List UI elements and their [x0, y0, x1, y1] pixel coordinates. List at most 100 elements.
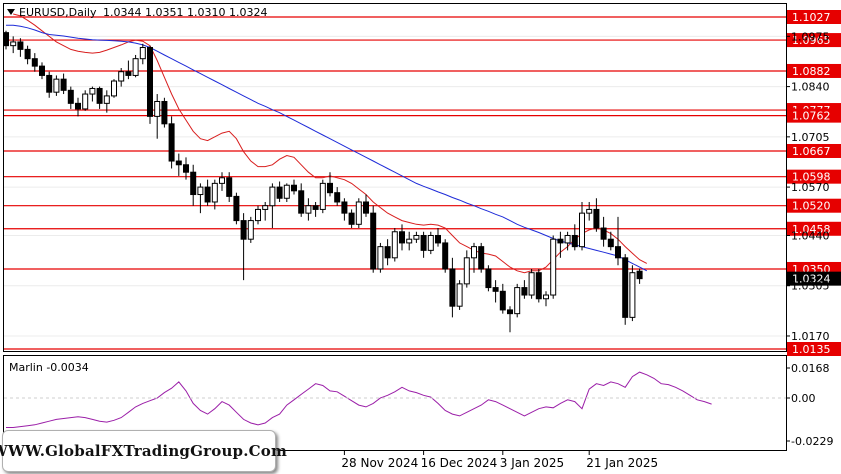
candle[interactable] [528, 268, 535, 299]
candle[interactable] [312, 201, 319, 217]
candle[interactable] [233, 192, 240, 225]
candle[interactable] [262, 201, 269, 221]
candle[interactable] [132, 54, 139, 78]
candle[interactable] [283, 183, 290, 202]
collapse-triangle-icon[interactable] [7, 9, 15, 15]
candle[interactable] [118, 67, 125, 87]
candle[interactable] [348, 209, 355, 229]
candle[interactable] [622, 254, 629, 325]
indicator-title: Marlin -0.0034 [9, 361, 89, 374]
candle[interactable] [111, 79, 117, 98]
candle[interactable] [327, 172, 333, 197]
level-price-tag [787, 108, 841, 123]
candle[interactable] [507, 306, 513, 333]
candle[interactable] [543, 291, 549, 307]
candle[interactable] [183, 157, 189, 180]
candle[interactable] [139, 43, 146, 65]
resistance-support-levels: 1.10271.09651.08821.07771.07621.06671.05… [4, 10, 841, 356]
candle[interactable] [456, 280, 463, 310]
candle[interactable] [211, 179, 218, 210]
candle[interactable] [204, 179, 211, 206]
candle[interactable] [521, 280, 528, 299]
candle[interactable] [629, 265, 636, 322]
candle[interactable] [564, 231, 571, 251]
candle[interactable] [291, 179, 297, 195]
price-panel[interactable] [3, 3, 787, 352]
candle[interactable] [600, 216, 607, 247]
candle[interactable] [478, 242, 485, 273]
candle[interactable] [175, 153, 182, 176]
candle[interactable] [442, 239, 449, 273]
candle[interactable] [247, 216, 254, 243]
candle[interactable] [607, 231, 614, 251]
candle[interactable] [535, 268, 542, 303]
candle[interactable] [17, 38, 24, 57]
candle[interactable] [377, 242, 384, 273]
candle[interactable] [514, 283, 521, 318]
candle[interactable] [24, 45, 31, 65]
candle[interactable] [319, 179, 326, 214]
candle[interactable] [89, 86, 96, 102]
candle[interactable] [147, 45, 153, 124]
candle[interactable] [636, 268, 643, 284]
candle[interactable] [615, 216, 621, 266]
marlin-indicator [6, 371, 712, 428]
candle[interactable] [550, 235, 557, 299]
candle[interactable] [413, 231, 420, 243]
candle[interactable] [334, 187, 341, 206]
candle[interactable] [579, 201, 585, 251]
candle[interactable] [571, 224, 578, 251]
candle[interactable] [298, 183, 305, 217]
candle[interactable] [305, 198, 312, 221]
candle[interactable] [363, 194, 369, 217]
candle[interactable] [485, 265, 492, 292]
candle[interactable] [96, 86, 103, 109]
candle[interactable] [161, 97, 168, 128]
candle[interactable] [53, 75, 60, 96]
candle[interactable] [168, 116, 175, 169]
candle[interactable] [103, 90, 110, 113]
candle[interactable] [406, 231, 413, 251]
candle[interactable] [75, 97, 81, 117]
candle[interactable] [269, 183, 276, 229]
candle[interactable] [276, 181, 283, 202]
candle[interactable] [125, 60, 132, 80]
candle[interactable] [39, 62, 45, 80]
candle[interactable] [399, 224, 405, 251]
candle[interactable] [341, 198, 348, 221]
candle[interactable] [3, 30, 9, 50]
candle[interactable] [240, 213, 247, 281]
candle[interactable] [463, 250, 470, 288]
candle[interactable] [492, 280, 499, 303]
candle[interactable] [226, 172, 233, 202]
candle[interactable] [586, 201, 593, 221]
candle[interactable] [154, 94, 161, 139]
candle[interactable] [471, 242, 477, 273]
candle[interactable] [60, 73, 67, 95]
candle[interactable] [197, 183, 204, 214]
price-tick-label: 1.0840 [791, 81, 830, 94]
candle[interactable] [449, 257, 456, 318]
candle[interactable] [67, 86, 74, 109]
candle[interactable] [255, 205, 261, 225]
candle[interactable] [499, 283, 506, 314]
date-tick-label: 28 Nov 2024 [341, 456, 418, 470]
candle[interactable] [370, 205, 377, 273]
candle[interactable] [391, 228, 398, 262]
candle[interactable] [10, 36, 17, 54]
candle[interactable] [557, 231, 564, 258]
candle[interactable] [427, 231, 434, 255]
candle[interactable] [82, 90, 89, 111]
candle[interactable] [46, 71, 53, 98]
candle[interactable] [190, 164, 197, 206]
candle[interactable] [384, 239, 391, 266]
candle[interactable] [355, 198, 362, 229]
watermark-text: WWW.GlobalFXTradingGroup.Com [0, 442, 288, 460]
level-price-tag [787, 143, 841, 158]
candle[interactable] [31, 53, 38, 72]
candle[interactable] [420, 231, 427, 258]
candle[interactable] [219, 172, 225, 191]
candle[interactable] [435, 228, 441, 247]
candle[interactable] [593, 198, 600, 232]
